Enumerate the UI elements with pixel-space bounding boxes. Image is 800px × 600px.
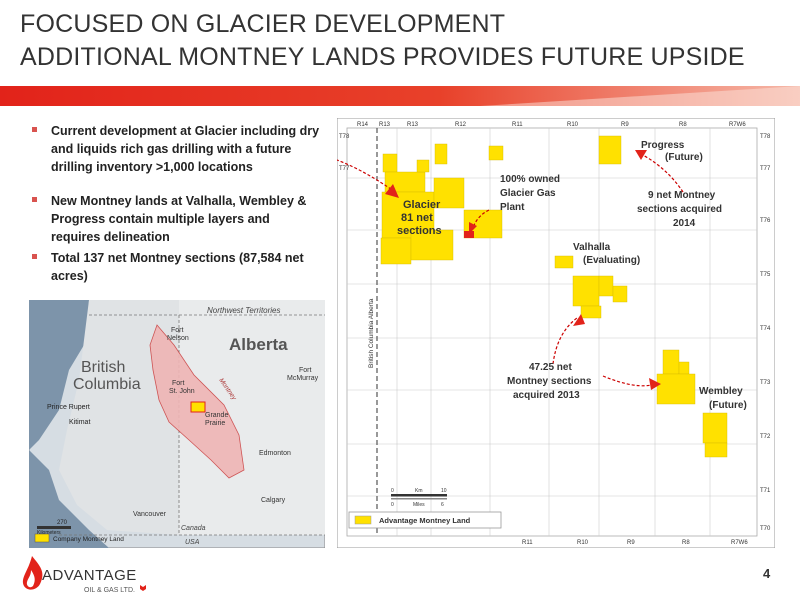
range-label-bottom: R11 — [522, 540, 533, 546]
advantage-land-box — [190, 401, 206, 413]
regional-map: Northwest Territories Alberta British Co… — [29, 300, 325, 548]
progress-label: Progress — [641, 140, 685, 151]
edmonton-label: Edmonton — [259, 450, 291, 457]
range-label-top: R13 — [379, 122, 391, 128]
british-label: British — [81, 359, 125, 376]
acquired-2013-label: 47.25 net — [529, 362, 572, 373]
township-label: T78 — [760, 134, 771, 140]
progress-label: (Future) — [665, 152, 703, 163]
montney-land-map: R14 R13 R13 R12 R11 R10 R9 R8 R7W6 R11 R… — [337, 118, 775, 548]
township-label: T73 — [760, 380, 771, 386]
prince-rupert-label: Prince Rupert — [47, 404, 90, 411]
bullet-item: New Montney lands at Valhalla, Wembley &… — [30, 192, 322, 246]
township-label: T71 — [760, 488, 771, 494]
progress-land-block — [598, 135, 622, 165]
fort-st-john-label-2: St. John — [169, 388, 195, 395]
svg-text:0: 0 — [391, 502, 394, 508]
northwest-territories-label: Northwest Territories — [207, 306, 281, 315]
bullet-item: Total 137 net Montney sections (87,584 n… — [30, 249, 322, 285]
range-label-bottom: R10 — [577, 540, 589, 546]
map-legend-box — [348, 511, 502, 529]
acquired-2013-label: acquired 2013 — [513, 390, 580, 401]
wembley-label: Wembley — [699, 386, 743, 397]
title-line-1: FOCUSED ON GLACIER DEVELOPMENT — [20, 10, 506, 38]
logo-wordmark: ADVANTAGE — [42, 567, 137, 584]
logo-subtitle: OIL & GAS LTD. — [84, 587, 135, 594]
range-label-top: R7W6 — [729, 122, 746, 128]
advantage-logo: ADVANTAGE OIL & GAS LTD. — [22, 556, 146, 594]
kitimat-label: Kitimat — [69, 419, 90, 426]
fort-nelson-label-2: Nelson — [167, 335, 189, 342]
glacier-label: 81 net — [401, 212, 433, 224]
grande-prairie-label-1: Grande — [205, 412, 228, 419]
svg-text:0: 0 — [391, 488, 394, 494]
svg-text:6: 6 — [441, 502, 444, 508]
canada-label: Canada — [181, 525, 206, 532]
glacier-land-block — [380, 143, 504, 265]
bullet-item: Current development at Glacier including… — [30, 122, 322, 176]
valhalla-land-block — [554, 255, 628, 319]
township-label: T72 — [760, 434, 771, 440]
title-accent-bar — [0, 86, 800, 106]
glacier-label: sections — [397, 225, 442, 237]
usa-label: USA — [185, 539, 200, 546]
fort-nelson-label-1: Fort — [171, 327, 184, 334]
township-label: T70 — [760, 526, 771, 532]
calgary-label: Calgary — [261, 497, 286, 504]
fort-mcmurray-label-1: Fort — [299, 367, 312, 374]
range-label-top: R12 — [455, 122, 467, 128]
wembley-land-block — [656, 349, 728, 458]
township-label-left: T77 — [339, 166, 350, 172]
page-number: 4 — [763, 566, 771, 581]
alberta-label: Alberta — [229, 335, 288, 354]
fort-mcmurray-label-2: McMurray — [287, 375, 319, 382]
township-label: T76 — [760, 218, 771, 224]
progress-acquired-label: 2014 — [673, 218, 696, 229]
township-label: T77 — [760, 166, 771, 172]
fort-st-john-label-1: Fort — [172, 380, 185, 387]
wembley-label: (Future) — [709, 400, 747, 411]
township-label-left: T78 — [339, 134, 350, 140]
acquired-2013-label: Montney sections — [507, 376, 592, 387]
valhalla-label: Valhalla — [573, 242, 611, 253]
grande-prairie-label-2: Prairie — [205, 420, 225, 427]
svg-text:Miles: Miles — [413, 502, 425, 508]
plant-label: Glacier Gas — [500, 188, 556, 199]
mini-legend-label: Company Montney Land — [53, 536, 124, 543]
progress-acquired-label: sections acquired — [637, 204, 722, 215]
glacier-label: Glacier — [403, 199, 441, 211]
range-label-top: R9 — [621, 122, 629, 128]
svg-text:Km: Km — [415, 488, 423, 494]
vancouver-label: Vancouver — [133, 511, 167, 518]
range-label-bottom: R7W6 — [731, 540, 748, 546]
bc-alberta-border-label: British Columbia Alberta — [368, 298, 375, 368]
columbia-label: Columbia — [73, 376, 141, 393]
township-label: T74 — [760, 326, 771, 332]
range-label-top: R13 — [407, 122, 419, 128]
slide-title: FOCUSED ON GLACIER DEVELOPMENT ADDITIONA… — [20, 8, 745, 74]
valhalla-label: (Evaluating) — [583, 255, 640, 266]
range-label-top: R14 — [357, 122, 369, 128]
map-legend-label: Advantage Montney Land — [379, 516, 471, 525]
range-label-bottom: R9 — [627, 540, 635, 546]
range-label-top: R10 — [567, 122, 579, 128]
township-label: T75 — [760, 272, 771, 278]
range-label-bottom: R8 — [682, 540, 690, 546]
glacier-gas-plant-marker — [464, 231, 474, 238]
plant-label: Plant — [500, 202, 525, 213]
scale-value-label: 270 — [57, 520, 68, 526]
plant-label: 100% owned — [500, 174, 560, 185]
progress-acquired-label: 9 net Montney — [648, 190, 716, 201]
range-label-top: R8 — [679, 122, 687, 128]
range-label-top: R11 — [512, 122, 523, 128]
title-line-2: ADDITIONAL MONTNEY LANDS PROVIDES FUTURE… — [20, 43, 745, 71]
bullet-list: Current development at Glacier including… — [30, 122, 322, 285]
scale-unit-label: Kilometers — [37, 530, 61, 536]
svg-text:10: 10 — [441, 488, 447, 494]
scale-bar: 0 Km 10 0 Miles 6 — [391, 488, 447, 508]
